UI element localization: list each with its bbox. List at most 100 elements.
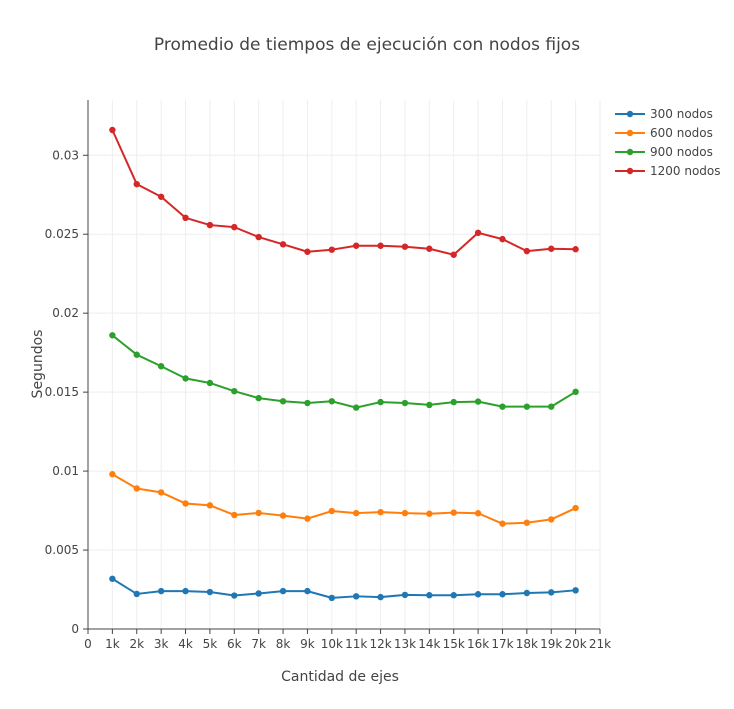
data-point: [377, 508, 384, 516]
x-tick-label: 6k: [227, 637, 242, 651]
x-tick-label: 5k: [203, 637, 218, 651]
x-tick-label: 7k: [251, 637, 266, 651]
data-point: [426, 510, 433, 517]
legend-swatch-marker: [626, 129, 634, 137]
data-point: [109, 575, 116, 582]
x-tick-label: 1k: [105, 637, 120, 651]
data-point: [474, 398, 482, 405]
data-point: [352, 404, 360, 411]
data-point: [133, 180, 140, 188]
data-point: [157, 587, 165, 595]
series-900-nodos: [109, 332, 579, 411]
legend-label: 900 nodos: [650, 145, 713, 159]
chart-title: Promedio de tiempos de ejecución con nod…: [154, 35, 580, 55]
x-tick-label: 11k: [345, 637, 367, 651]
data-point: [328, 507, 336, 515]
series-group: [109, 126, 579, 602]
y-tick-label: 0.03: [52, 148, 79, 162]
legend-swatch-marker: [626, 167, 634, 175]
series-line: [111, 577, 576, 599]
data-point: [572, 504, 579, 512]
series-line: [111, 334, 577, 409]
series-line: [111, 473, 577, 525]
series-1200-nodos: [109, 126, 579, 258]
legend-swatch-marker: [626, 110, 634, 118]
data-point: [304, 587, 311, 595]
data-point: [328, 246, 336, 253]
legend-item[interactable]: 900 nodos: [615, 145, 713, 159]
data-point: [352, 593, 360, 600]
data-point: [109, 471, 116, 478]
data-point: [377, 593, 384, 601]
grid: [88, 100, 601, 629]
data-point: [572, 587, 579, 594]
y-tick-labels: 0 0.005 0.01 0.015 0.02 0.025 0.03: [45, 148, 88, 636]
data-point: [548, 403, 555, 410]
data-point: [231, 511, 238, 519]
data-point: [206, 221, 214, 229]
data-point: [401, 509, 409, 517]
data-point: [377, 398, 384, 406]
data-point: [499, 235, 506, 243]
legend-item[interactable]: 1200 nodos: [615, 164, 721, 178]
x-axis-title: Cantidad de ejes: [281, 669, 399, 685]
data-point: [401, 243, 409, 250]
data-point: [523, 247, 531, 255]
data-point: [279, 587, 287, 595]
x-tick-label: 4k: [178, 637, 193, 651]
x-tick-label: 12k: [369, 637, 391, 651]
data-point: [182, 587, 189, 595]
series-line: [111, 129, 576, 256]
data-point: [182, 375, 189, 382]
x-tick-label: 0: [84, 637, 92, 651]
data-point: [426, 245, 433, 252]
data-point: [157, 363, 165, 370]
x-tick-label: 18k: [516, 637, 538, 651]
data-point: [328, 594, 336, 602]
data-point: [548, 516, 555, 523]
data-point: [523, 519, 531, 526]
data-point: [426, 401, 433, 409]
legend: 300 nodos 600 nodos 900 nodos 1200 nodos: [615, 107, 721, 178]
data-point: [450, 398, 457, 406]
x-tick-label: 20k: [565, 637, 587, 651]
y-tick-label: 0.02: [52, 306, 79, 320]
legend-label: 1200 nodos: [650, 164, 721, 178]
y-tick-label: 0.015: [45, 385, 79, 399]
legend-item[interactable]: 600 nodos: [615, 126, 713, 140]
data-point: [572, 246, 579, 253]
data-point: [231, 592, 238, 599]
data-point: [157, 193, 165, 200]
data-point: [182, 500, 189, 507]
data-point: [231, 223, 238, 231]
data-point: [328, 398, 336, 405]
data-point: [523, 403, 531, 410]
legend-item[interactable]: 300 nodos: [615, 107, 713, 121]
y-tick-label: 0.01: [52, 464, 79, 478]
data-point: [255, 394, 262, 402]
x-tick-label: 15k: [443, 637, 465, 651]
data-point: [450, 509, 457, 516]
x-tick-label: 13k: [394, 637, 416, 651]
series-300-nodos: [109, 575, 579, 602]
data-point: [499, 520, 506, 527]
data-point: [304, 248, 311, 255]
data-point: [474, 229, 482, 237]
axes: [87, 100, 600, 630]
data-point: [499, 403, 506, 410]
x-tick-label: 3k: [154, 637, 169, 651]
data-point: [377, 242, 384, 249]
x-tick-label: 16k: [467, 637, 489, 651]
data-point: [133, 485, 140, 492]
x-tick-labels: 0 1k 2k 3k 4k 5k 6k 7k 8k 9k 10k 11k 12k 13k 14k 15k 16k…: [84, 629, 611, 651]
x-tick-label: 2k: [129, 637, 144, 651]
y-tick-label: 0: [71, 622, 79, 636]
data-point: [548, 589, 555, 596]
data-point: [231, 387, 238, 395]
data-point: [523, 589, 531, 597]
data-point: [279, 398, 287, 405]
x-tick-label: 8k: [276, 637, 291, 651]
legend-swatch-marker: [626, 148, 634, 156]
data-point: [206, 588, 214, 596]
